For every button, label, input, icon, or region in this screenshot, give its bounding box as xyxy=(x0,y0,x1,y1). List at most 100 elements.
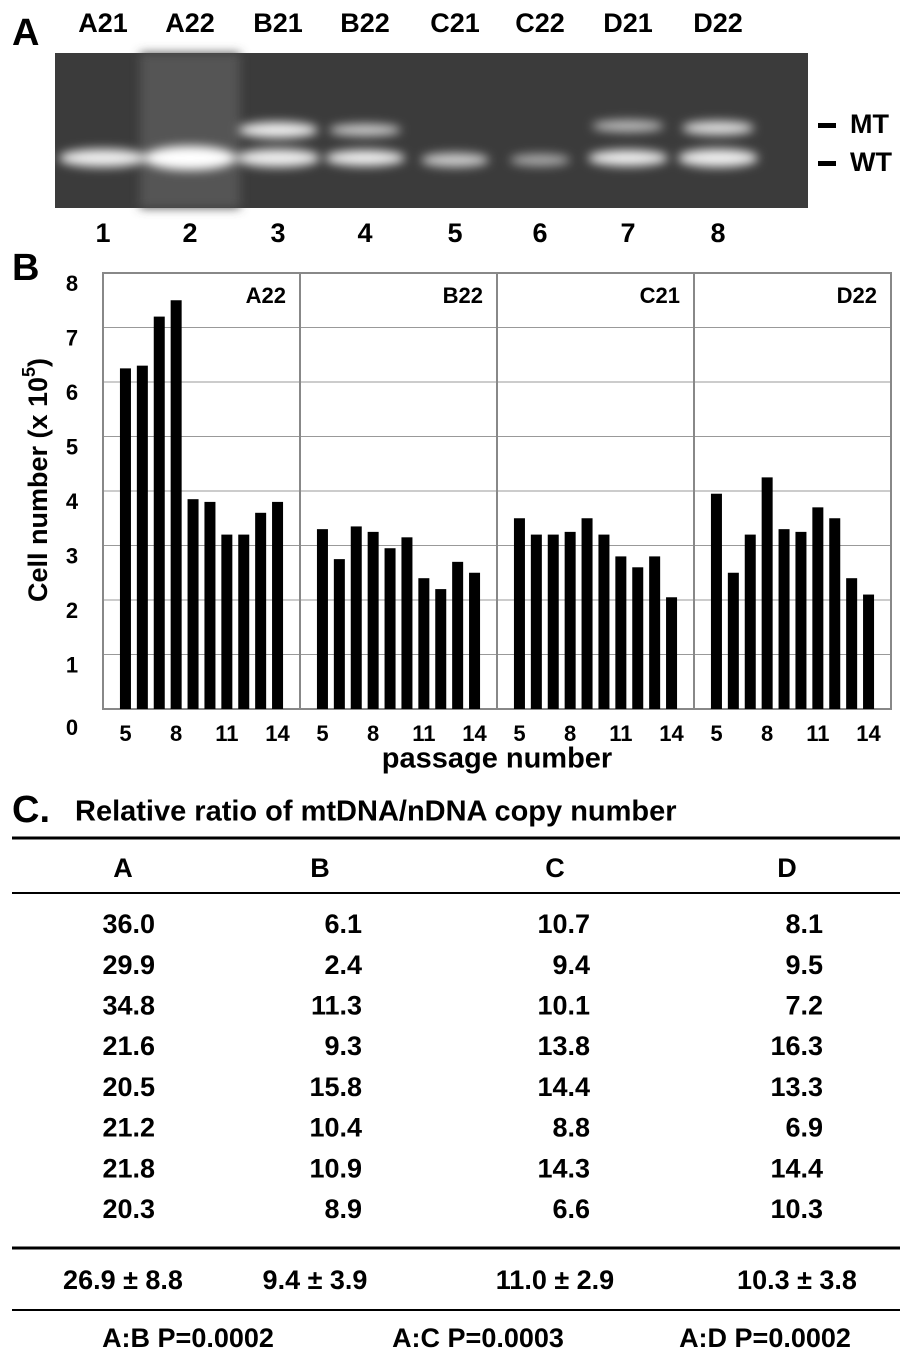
table-cell: 9.3 xyxy=(324,1031,362,1061)
lane-number: 1 xyxy=(95,218,110,248)
lane-label: A21 xyxy=(78,8,128,38)
table-cell: 10.1 xyxy=(537,991,590,1021)
bar xyxy=(333,559,345,709)
y-tick-label: 0 xyxy=(66,715,78,740)
bar xyxy=(469,572,481,709)
x-tick-label: 5 xyxy=(710,721,722,746)
bar xyxy=(581,518,593,709)
bar xyxy=(136,365,148,709)
lane-label: C21 xyxy=(430,8,480,38)
x-tick-label: 11 xyxy=(609,721,632,746)
column-header: D xyxy=(777,853,797,883)
bar xyxy=(710,493,722,709)
table-cell: 10.3 xyxy=(770,1194,823,1224)
y-tick-label: 3 xyxy=(66,543,78,568)
lane-number: 7 xyxy=(620,218,635,248)
x-tick-label: 8 xyxy=(367,721,379,746)
bar xyxy=(812,507,824,709)
table-cell: 13.8 xyxy=(537,1031,590,1061)
bar xyxy=(649,556,661,709)
table-cell: 14.4 xyxy=(770,1153,823,1183)
bar xyxy=(761,477,773,709)
bar xyxy=(187,499,199,709)
table-cell: 6.9 xyxy=(785,1113,823,1143)
bar xyxy=(513,518,525,709)
table-cell: 9.5 xyxy=(785,950,823,980)
table-cell: 10.4 xyxy=(309,1113,362,1143)
bar xyxy=(238,534,250,709)
table-cell: 29.9 xyxy=(102,950,155,980)
lane-number: 3 xyxy=(270,218,285,248)
table-title: Relative ratio of mtDNA/nDNA copy number xyxy=(75,796,677,828)
table-cell: 9.4 xyxy=(552,950,590,980)
table-cell: 14.4 xyxy=(537,1072,590,1102)
x-tick-label: 5 xyxy=(316,721,328,746)
table-cell: 34.8 xyxy=(102,991,155,1021)
table-cell: 15.8 xyxy=(309,1072,362,1102)
bar xyxy=(435,589,447,709)
y-tick-label: 4 xyxy=(66,489,79,514)
bar xyxy=(727,572,739,709)
lane-number: 4 xyxy=(357,218,372,248)
x-tick-label: 8 xyxy=(564,721,576,746)
bar xyxy=(632,567,644,709)
table-cell: 14.3 xyxy=(537,1153,590,1183)
bar xyxy=(255,512,267,709)
table-cell: 8.8 xyxy=(552,1113,590,1143)
bar xyxy=(170,300,182,709)
x-tick-label: 11 xyxy=(806,721,829,746)
table-cell: 2.4 xyxy=(324,950,362,980)
bar xyxy=(367,531,379,709)
x-tick-label: 11 xyxy=(215,721,238,746)
band-label: WT xyxy=(850,147,892,177)
x-tick-label: 5 xyxy=(513,721,525,746)
y-axis-label-close: ) xyxy=(23,358,53,367)
x-axis-label: passage number xyxy=(382,743,612,775)
bar xyxy=(119,368,131,709)
y-tick-label: 2 xyxy=(66,598,78,623)
table-cell: 10.7 xyxy=(537,909,590,939)
facet-title: A22 xyxy=(246,283,286,308)
bar xyxy=(863,594,875,709)
table-cell: 10.9 xyxy=(309,1153,362,1183)
bar xyxy=(316,529,328,709)
facet-title: C21 xyxy=(640,283,680,308)
table-cell: 20.5 xyxy=(102,1072,155,1102)
panel-label: B xyxy=(12,247,39,289)
table-cell: 7.2 xyxy=(785,991,823,1021)
y-axis-label: Cell number (x 105) xyxy=(19,358,53,602)
bar xyxy=(384,548,396,709)
table-rules xyxy=(12,836,900,1311)
bar xyxy=(204,501,216,709)
column-header: C xyxy=(545,853,565,883)
facet-title: D22 xyxy=(837,283,877,308)
bar xyxy=(350,526,362,709)
y-tick-label: 1 xyxy=(66,652,78,677)
summary-cell: 26.9 ± 8.8 xyxy=(63,1265,183,1295)
bar xyxy=(221,534,233,709)
facet-title: B22 xyxy=(443,283,483,308)
x-tick-label: 8 xyxy=(761,721,773,746)
y-axis-label-text: Cell number (x 10 xyxy=(23,377,53,602)
lane-label: D21 xyxy=(603,8,653,38)
table-cell: 8.1 xyxy=(785,909,823,939)
bar xyxy=(153,316,165,709)
bar xyxy=(778,529,790,709)
table-cell: 13.3 xyxy=(770,1072,823,1102)
y-tick-label: 8 xyxy=(66,271,78,296)
gel-image xyxy=(55,53,836,208)
y-tick-label: 6 xyxy=(66,380,78,405)
bar xyxy=(615,556,627,709)
bar xyxy=(744,534,756,709)
table-cell: 36.0 xyxy=(102,909,155,939)
facet-frame xyxy=(693,272,892,710)
lane-label: A22 xyxy=(165,8,215,38)
bar xyxy=(666,597,678,709)
summary-cell: 11.0 ± 2.9 xyxy=(496,1265,614,1295)
p-value: A:D P=0.0002 xyxy=(679,1323,851,1353)
bar xyxy=(547,534,559,709)
table-cell: 20.3 xyxy=(102,1194,155,1224)
bar xyxy=(530,534,542,709)
y-tick-label: 5 xyxy=(66,434,78,459)
